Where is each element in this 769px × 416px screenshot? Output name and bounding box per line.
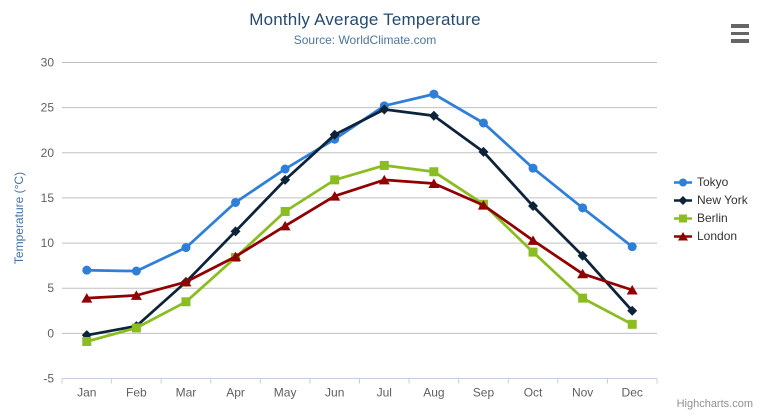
data-point-london[interactable] [626, 285, 638, 295]
x-axis-label: Apr [226, 386, 245, 400]
data-point-berlin[interactable] [578, 293, 588, 303]
data-point-tokyo[interactable] [578, 203, 588, 213]
data-point-london[interactable] [279, 220, 291, 231]
data-point-new-york[interactable] [627, 305, 638, 316]
data-point-new-york[interactable] [577, 250, 588, 261]
legend-item-berlin[interactable]: Berlin [674, 211, 748, 225]
legend-label: Berlin [697, 211, 728, 225]
legend-item-london[interactable]: London [674, 229, 748, 243]
data-point-new-york[interactable] [230, 226, 241, 237]
legend-marker-london[interactable] [678, 231, 688, 241]
data-point-tokyo[interactable] [181, 243, 191, 253]
legend-label: New York [697, 193, 748, 207]
data-point-london[interactable] [180, 276, 192, 287]
data-point-berlin[interactable] [131, 323, 141, 333]
x-axis-label: May [274, 386, 297, 400]
credits-link[interactable]: Highcharts.com [676, 398, 753, 410]
data-point-berlin[interactable] [181, 297, 191, 307]
series-line-london[interactable] [85, 178, 634, 300]
data-point-berlin[interactable] [280, 206, 290, 216]
data-point-new-york[interactable] [379, 104, 390, 115]
hamburger-menu-icon [731, 24, 749, 43]
series-line-berlin[interactable] [85, 164, 634, 343]
legend-marker-tokyo[interactable] [679, 178, 687, 186]
y-axis-label: 15 [41, 191, 55, 205]
x-axis-label: Nov [572, 386, 593, 400]
chart-title: Monthly Average Temperature [249, 10, 481, 29]
data-point-tokyo[interactable] [280, 164, 290, 174]
data-point-tokyo[interactable] [82, 265, 92, 275]
x-axis-label: Mar [176, 386, 197, 400]
data-point-new-york[interactable] [478, 146, 489, 157]
data-point-tokyo[interactable] [231, 197, 241, 207]
y-axis-title: Temperature (°C) [12, 171, 26, 265]
data-point-new-york[interactable] [329, 129, 340, 140]
series-line-new-york[interactable] [85, 108, 634, 337]
x-axis-label: Feb [126, 386, 147, 400]
y-axis-label: 10 [41, 236, 55, 250]
legend-marker-berlin[interactable] [679, 214, 687, 222]
data-point-london[interactable] [477, 200, 489, 210]
y-axis-label: 20 [41, 146, 55, 160]
x-axis-label: Dec [622, 386, 643, 400]
legend: Tokyo New York Berlin London [674, 175, 748, 247]
legend-symbol-square-icon [674, 214, 692, 222]
y-axis-label: 30 [41, 56, 55, 70]
data-point-berlin[interactable] [82, 336, 92, 346]
data-point-tokyo[interactable] [131, 266, 141, 276]
y-axis-label: 25 [41, 101, 55, 115]
legend-symbol-triangle-icon [674, 231, 692, 241]
data-point-new-york[interactable] [528, 201, 539, 212]
data-point-london[interactable] [577, 268, 589, 279]
data-point-london[interactable] [230, 251, 242, 262]
data-point-tokyo[interactable] [627, 242, 637, 252]
x-axis-label: Jun [325, 386, 344, 400]
data-point-tokyo[interactable] [429, 89, 439, 99]
legend-symbol-circle-icon [674, 178, 692, 186]
legend-item-tokyo[interactable]: Tokyo [674, 175, 748, 189]
x-axis-label: Oct [524, 386, 543, 400]
data-point-new-york[interactable] [428, 110, 439, 121]
data-point-london[interactable] [527, 235, 539, 245]
data-point-london[interactable] [378, 174, 390, 185]
data-point-london[interactable] [329, 191, 341, 201]
data-point-berlin[interactable] [330, 175, 340, 185]
legend-label: Tokyo [697, 175, 729, 189]
data-point-berlin[interactable] [528, 247, 538, 257]
data-point-london[interactable] [81, 293, 93, 303]
data-point-berlin[interactable] [429, 167, 439, 177]
data-point-tokyo[interactable] [528, 163, 538, 173]
y-axis-label: 0 [47, 326, 54, 340]
data-point-london[interactable] [130, 290, 142, 300]
data-point-tokyo[interactable] [478, 118, 488, 128]
context-menu-button[interactable] [729, 22, 751, 44]
legend-marker-new-york[interactable] [678, 195, 688, 205]
legend-label: London [697, 229, 738, 243]
data-point-london[interactable] [428, 178, 440, 188]
legend-item-new-york[interactable]: New York [674, 193, 748, 207]
x-axis-label: Sep [473, 386, 495, 400]
legend-symbol-diamond-icon [674, 195, 692, 205]
x-axis-label: Jul [377, 386, 392, 400]
x-axis-label: Jan [77, 386, 96, 400]
chart-subtitle: Source: WorldClimate.com [293, 33, 437, 47]
y-axis-label: 5 [47, 281, 54, 295]
data-point-new-york[interactable] [280, 174, 291, 185]
y-axis-label: -5 [43, 372, 54, 386]
x-axis-label: Aug [423, 386, 444, 400]
data-point-berlin[interactable] [379, 160, 389, 170]
data-point-berlin[interactable] [627, 319, 637, 329]
